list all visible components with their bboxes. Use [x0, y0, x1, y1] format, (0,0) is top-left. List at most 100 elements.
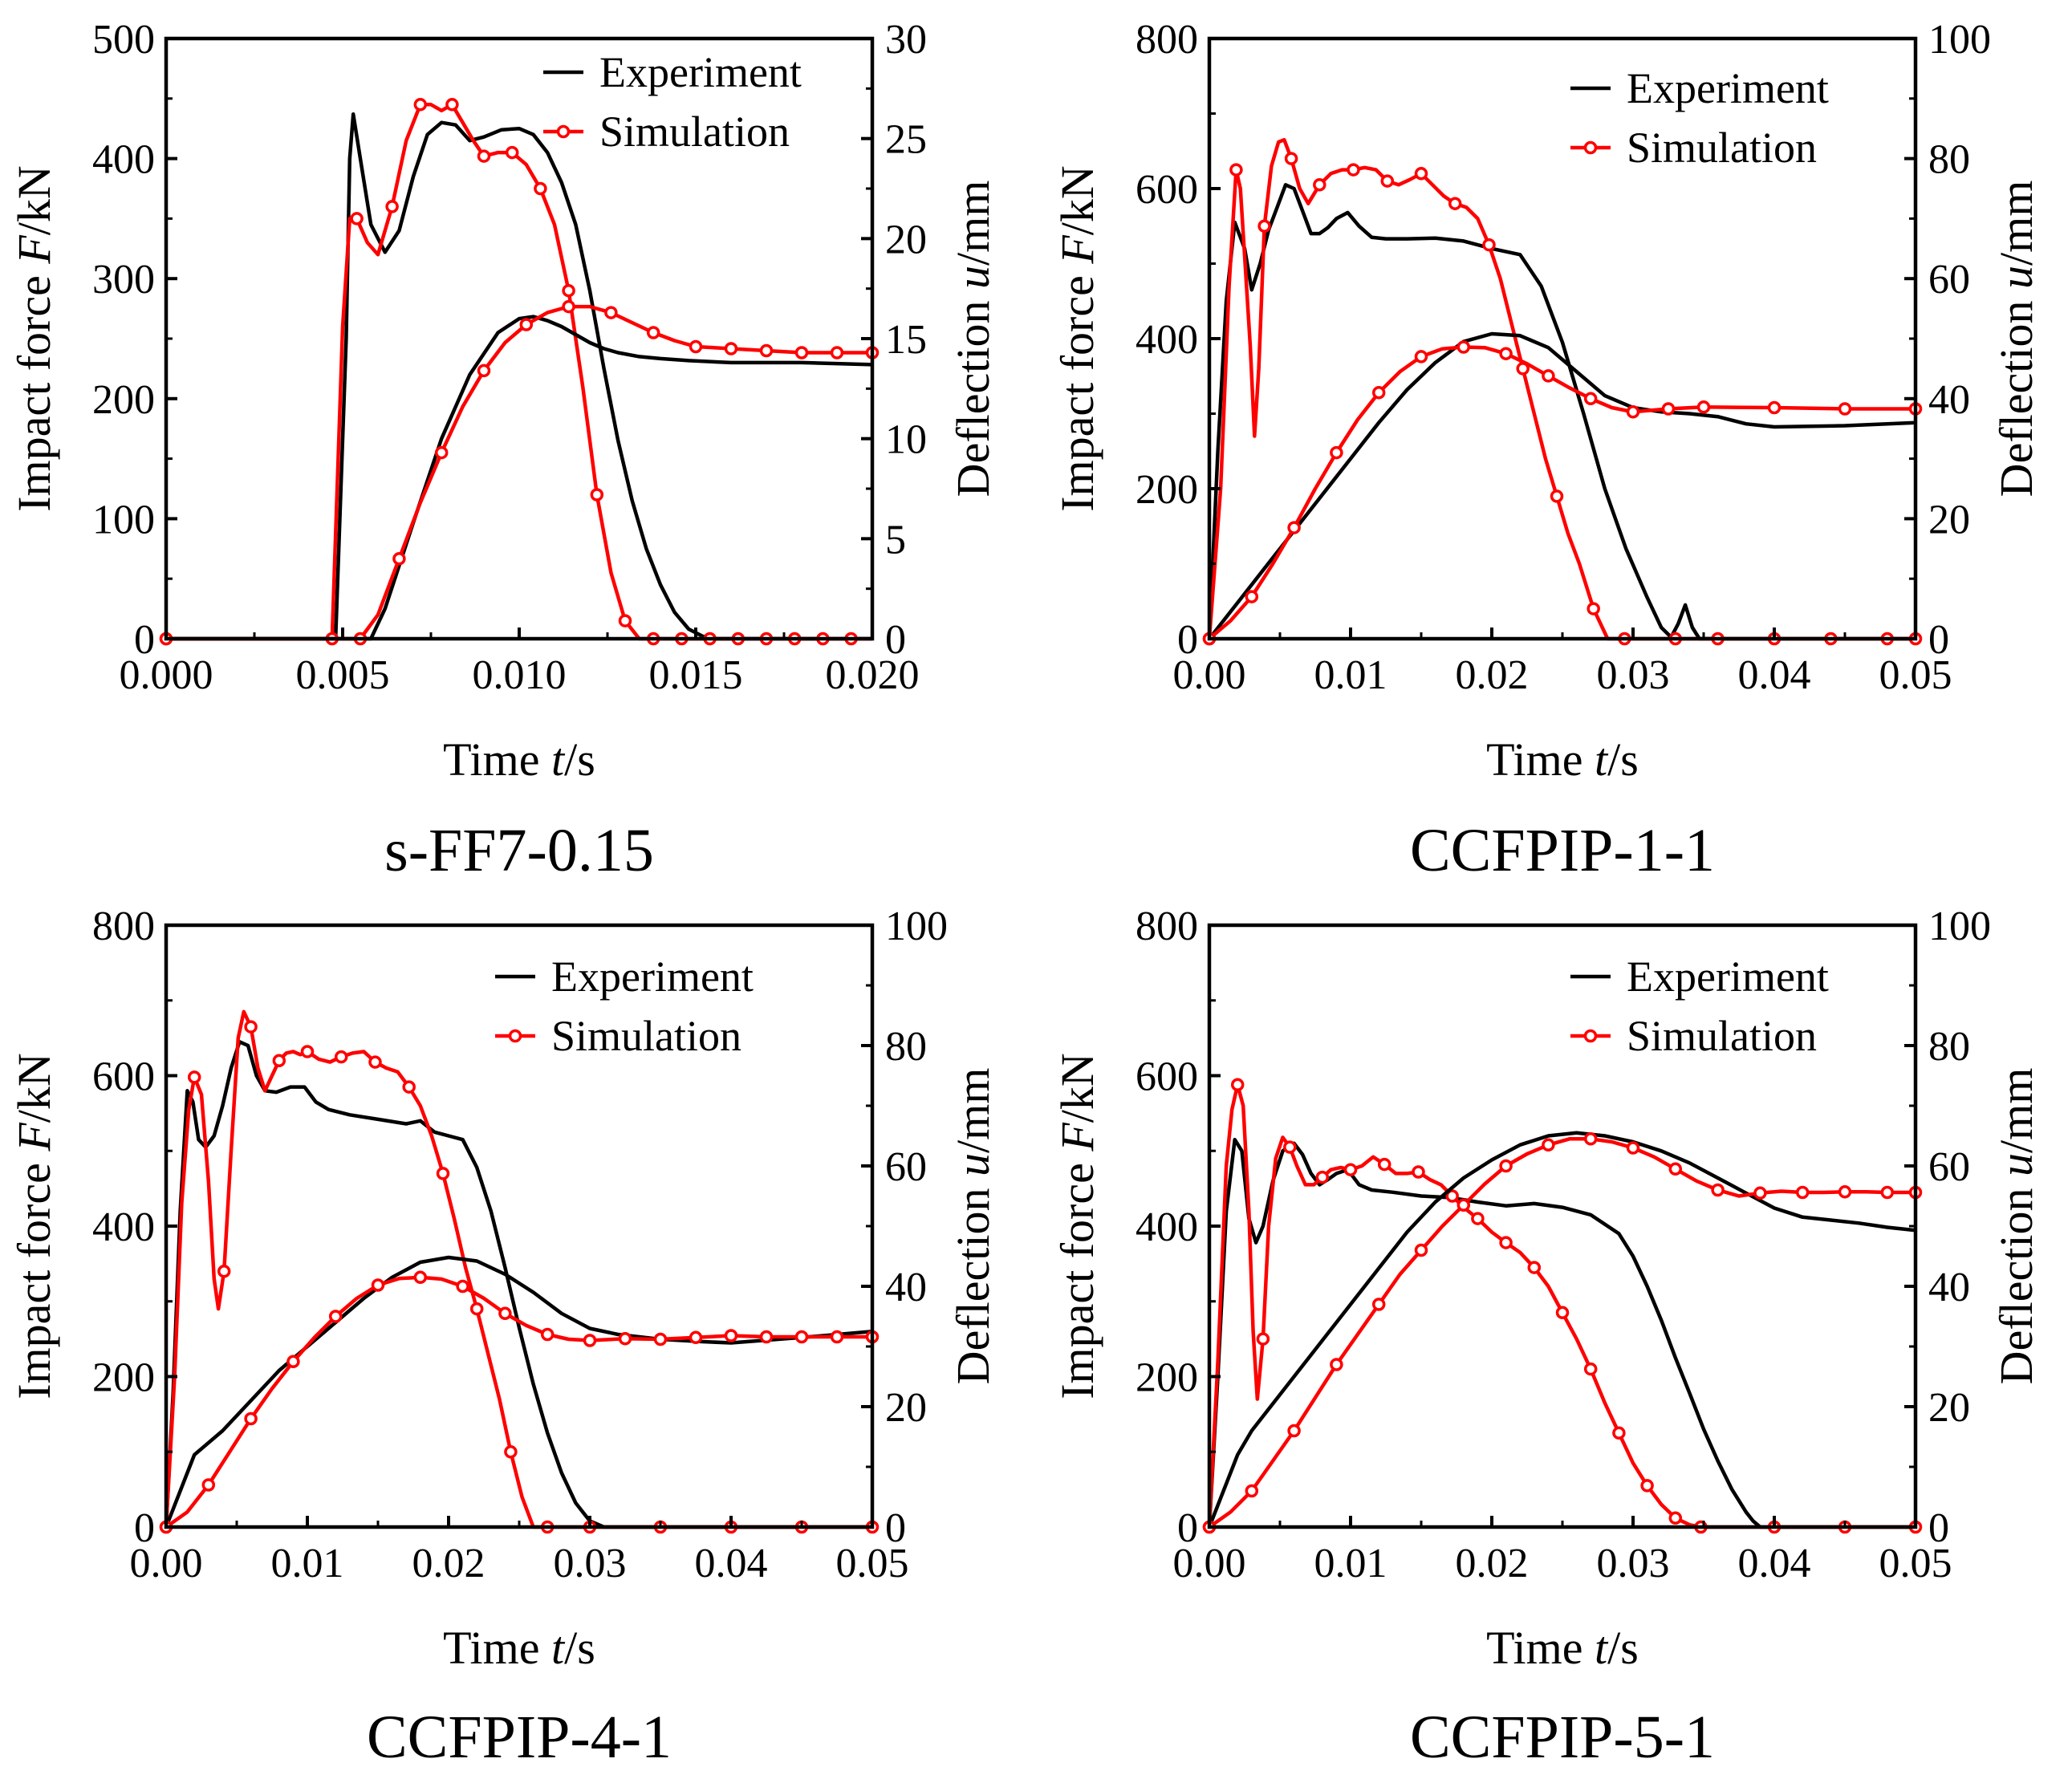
x-tick-label: 0.02 [412, 1541, 485, 1586]
series-simulation-deflection-marker [1838, 402, 1852, 416]
series-simulation-deflection-marker [328, 1310, 343, 1323]
series-simulation-force-marker [217, 1265, 231, 1278]
series-simulation-deflection-marker [646, 326, 660, 339]
series-simulation-force-marker [1229, 163, 1243, 177]
series-simulation-deflection-marker [244, 1411, 258, 1426]
series-simulation-deflection-marker [392, 552, 406, 566]
x-tick-label: 0.01 [1314, 652, 1387, 698]
series-simulation-deflection-marker [1668, 1162, 1683, 1176]
series-simulation-deflection-marker [1414, 350, 1428, 364]
chart-caption: s-FF7-0.15 [384, 817, 654, 884]
series-simulation-force-marker [1448, 197, 1462, 210]
legend-label-experiment: Experiment [1627, 952, 1829, 1001]
chart-panel-2: 0.00 0.01 0.02 0.03 0.04 0.050200400600800020… [1051, 17, 2042, 884]
series-simulation-deflection-marker [1456, 1198, 1471, 1212]
legend-marker [508, 1029, 522, 1043]
series-simulation-deflection-marker [1371, 1298, 1386, 1311]
series-simulation-force-marker [1230, 1078, 1245, 1092]
series-simulation-deflection-marker [1287, 521, 1301, 534]
y-right-tick-label: 100 [885, 904, 948, 949]
y-right-tick-label: 80 [1928, 137, 1970, 183]
y-left-tick-label: 400 [1136, 317, 1198, 363]
y-right-tick-label: 10 [885, 417, 927, 463]
series-simulation-force-marker [413, 98, 428, 112]
series-simulation-deflection-marker [759, 1330, 774, 1344]
series-simulation-force-line [1209, 137, 1916, 641]
y-right-tick-label: 20 [1928, 497, 1970, 542]
series-simulation-force-marker [505, 145, 519, 160]
series-simulation-force-marker [1583, 1362, 1598, 1376]
series-simulation-force-marker [590, 488, 604, 502]
series-simulation-deflection-marker [759, 343, 774, 358]
series-simulation-deflection-marker [1456, 340, 1471, 354]
x-tick-label: 0.005 [296, 652, 390, 698]
y-left-axis-label: Impact force F/kN [8, 1053, 60, 1399]
y-left-tick-label: 400 [1136, 1204, 1198, 1250]
y-right-tick-label: 5 [885, 517, 906, 563]
series-experiment-force-line [1209, 1137, 1916, 1529]
series-simulation-force-marker [436, 1167, 450, 1180]
series-simulation-force-marker [1284, 152, 1298, 165]
series-simulation-deflection-marker [1711, 1183, 1725, 1197]
chart-caption: CCFPIP-5-1 [1410, 1704, 1715, 1771]
y-left-tick-label: 800 [1136, 17, 1198, 63]
series-simulation-force-line [1209, 1082, 1916, 1529]
series-simulation-deflection-marker [724, 342, 738, 355]
series-simulation-force-marker [1343, 1163, 1358, 1176]
x-tick-label: 0.02 [1456, 652, 1529, 698]
series-simulation-deflection-marker [794, 346, 809, 359]
series-simulation-force-marker [272, 1054, 286, 1068]
chart-panel-3: 0.00 0.01 0.02 0.03 0.04 0.050200400600800020… [8, 904, 999, 1771]
series-experiment-deflection-line [166, 1255, 872, 1529]
series-simulation-deflection-marker [1330, 1358, 1343, 1371]
y-left-tick-label: 300 [92, 257, 155, 303]
series-simulation-force-marker [618, 614, 632, 628]
y-left-axis-label: Impact force F/kN [1051, 165, 1103, 512]
y-left-tick-label: 600 [1136, 1054, 1198, 1100]
legend: Experiment Simulation [495, 952, 754, 1060]
series-simulation-force-marker [1482, 238, 1496, 252]
legend-label-experiment: Experiment [551, 952, 754, 1001]
series-simulation-deflection-marker [1661, 402, 1676, 416]
x-tick-label: 0.00 [1173, 652, 1246, 698]
y-left-tick-label: 400 [92, 137, 155, 183]
y-left-tick-label: 100 [92, 497, 155, 542]
chart-panel-4: 0.00 0.01 0.02 0.03 0.04 0.050200400600800020… [1051, 904, 2042, 1771]
series-simulation-force-marker [385, 200, 399, 213]
series-simulation-deflection-marker [618, 1332, 632, 1346]
series-simulation-deflection-marker [794, 1330, 809, 1344]
series-simulation-deflection-marker [1795, 1185, 1810, 1200]
x-axis-label: Time t/s [443, 1622, 595, 1674]
legend-label-experiment: Experiment [599, 48, 802, 96]
series-simulation-force-line [166, 103, 872, 641]
series-simulation-force-marker [504, 1445, 518, 1459]
y-left-tick-label: 0 [1177, 1505, 1198, 1551]
y-right-tick-label: 20 [885, 217, 927, 262]
series-simulation-force-marker [534, 181, 547, 196]
y-right-tick-label: 15 [885, 317, 927, 363]
series-simulation-deflection-marker [830, 346, 844, 359]
series-simulation-deflection-marker [1499, 347, 1513, 360]
series-simulation-deflection-marker [1583, 1132, 1598, 1146]
y-right-axis-label: Deflection u/mm [1990, 181, 2042, 498]
series-experiment-deflection-line [166, 315, 872, 641]
series-simulation-deflection-marker [456, 1279, 469, 1294]
series-simulation-force-marker [562, 283, 575, 298]
legend-marker [556, 124, 571, 139]
y-left-tick-label: 0 [1177, 617, 1198, 663]
series-simulation-deflection-marker [498, 1306, 512, 1321]
y-right-tick-label: 30 [885, 17, 927, 63]
series-simulation-deflection-marker [1542, 1138, 1555, 1152]
series-simulation-force-marker [1550, 489, 1564, 503]
series-simulation-deflection-marker [1245, 1484, 1259, 1498]
series-simulation-deflection-marker [562, 299, 575, 314]
y-left-axis-label: Impact force F/kN [1051, 1053, 1103, 1399]
series-simulation-force-marker [1257, 219, 1271, 234]
y-left-tick-label: 600 [1136, 167, 1198, 213]
legend-label-simulation: Simulation [1627, 124, 1817, 172]
series-simulation-deflection-marker [689, 339, 703, 354]
series-simulation-deflection-marker [1287, 1424, 1301, 1438]
y-left-tick-label: 200 [92, 1355, 155, 1401]
series-simulation-force-marker [445, 98, 459, 112]
series-simulation-force-marker [1668, 1511, 1683, 1525]
